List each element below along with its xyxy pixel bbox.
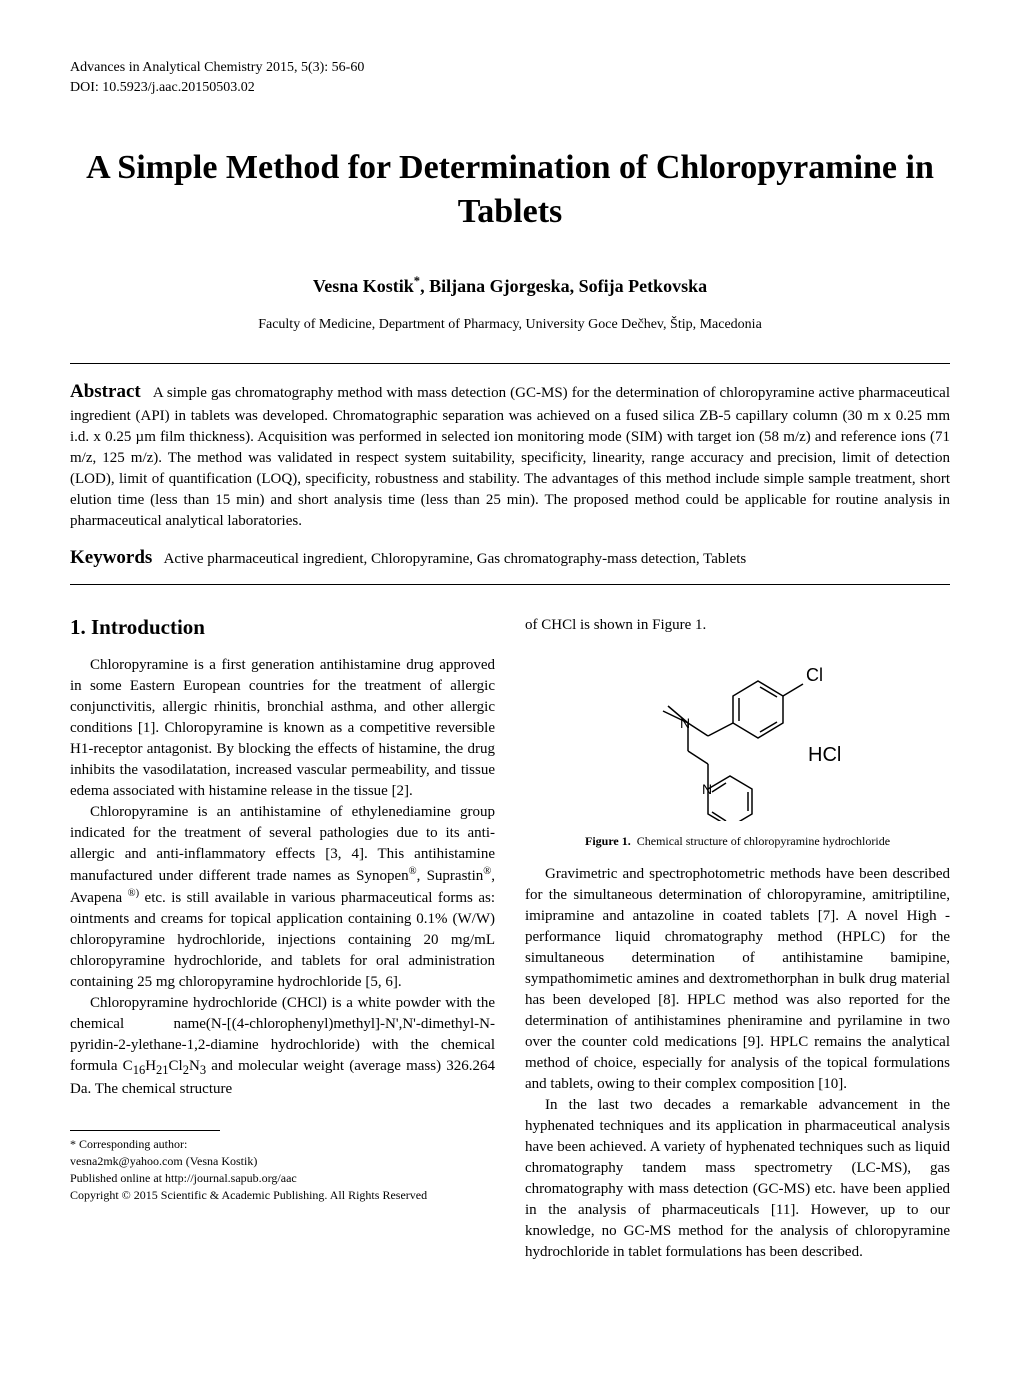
abstract-text: A simple gas chromatography method with … <box>70 385 950 529</box>
divider-top <box>70 363 950 364</box>
column2-para1: Gravimetric and spectrophotometric metho… <box>525 864 950 1095</box>
abstract-label: Abstract <box>70 381 141 402</box>
figure-1-caption: Figure 1. Chemical structure of chloropy… <box>525 834 950 849</box>
column2-para2: In the last two decades a remarkable adv… <box>525 1095 950 1263</box>
doi: DOI: 10.5923/j.aac.20150503.02 <box>70 80 950 96</box>
author-list: Vesna Kostik*, Biljana Gjorgeska, Sofija… <box>313 276 707 296</box>
keywords-section: Keywords Active pharmaceutical ingredien… <box>70 547 950 569</box>
section1-para1: Chloropyramine is a first generation ant… <box>70 655 495 802</box>
svg-text:N: N <box>726 819 736 821</box>
column2-intro: of CHCl is shown in Figure 1. <box>525 615 950 636</box>
authors: Vesna Kostik*, Biljana Gjorgeska, Sofija… <box>70 274 950 297</box>
affiliation: Faculty of Medicine, Department of Pharm… <box>70 317 950 333</box>
svg-text:N: N <box>680 715 690 731</box>
footnote-corresponding: * Corresponding author: <box>70 1136 495 1153</box>
section-1-heading: 1. Introduction <box>70 615 495 640</box>
figure-1: Cl N N N HCl Figure 1. Chemical structur… <box>525 651 950 849</box>
footnote-copyright: Copyright © 2015 Scientific & Academic P… <box>70 1187 495 1204</box>
journal-info: Advances in Analytical Chemistry 2015, 5… <box>70 60 950 76</box>
figure-1-caption-text: Chemical structure of chloropyramine hyd… <box>637 834 890 848</box>
two-column-layout: 1. Introduction Chloropyramine is a firs… <box>70 615 950 1263</box>
journal-header: Advances in Analytical Chemistry 2015, 5… <box>70 60 950 96</box>
right-column: of CHCl is shown in Figure 1. <box>525 615 950 1263</box>
keywords-text: Active pharmaceutical ingredient, Chloro… <box>164 551 747 567</box>
section1-para3: Chloropyramine hydrochloride (CHCl) is a… <box>70 993 495 1101</box>
footnote-published: Published online at http://journal.sapub… <box>70 1170 495 1187</box>
svg-text:HCl: HCl <box>808 744 841 766</box>
left-column: 1. Introduction Chloropyramine is a firs… <box>70 615 495 1263</box>
chemical-structure-svg: Cl N N N HCl <box>598 651 878 821</box>
abstract-section: Abstract A simple gas chromatography met… <box>70 379 950 532</box>
footnote-email: vesna2mk@yahoo.com (Vesna Kostik) <box>70 1153 495 1170</box>
svg-text:N: N <box>702 781 712 797</box>
keywords-label: Keywords <box>70 547 152 568</box>
svg-text:Cl: Cl <box>806 665 823 685</box>
footnote-divider <box>70 1130 220 1131</box>
section1-para2: Chloropyramine is an antihistamine of et… <box>70 802 495 993</box>
paper-title: A Simple Method for Determination of Chl… <box>70 146 950 234</box>
figure-1-caption-label: Figure 1. <box>585 834 631 848</box>
divider-bottom <box>70 584 950 585</box>
